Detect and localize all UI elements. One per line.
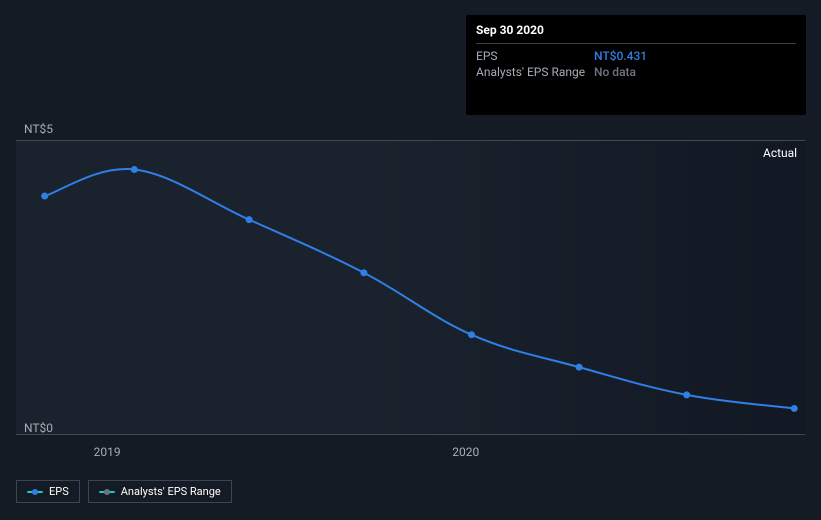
tooltip-row: Analysts' EPS RangeNo data <box>476 64 796 80</box>
tooltip-date: Sep 30 2020 <box>476 23 796 41</box>
legend-swatch <box>27 488 43 496</box>
y-tick-label: NT$5 <box>24 122 53 136</box>
series-point <box>683 391 690 398</box>
tooltip-row-label: Analysts' EPS Range <box>476 65 594 79</box>
tooltip-row-label: EPS <box>476 49 594 63</box>
chart-tooltip: Sep 30 2020 EPSNT$0.431Analysts' EPS Ran… <box>466 15 806 115</box>
series-point <box>246 216 253 223</box>
series-point <box>131 166 138 173</box>
x-tick-label: 2020 <box>452 445 479 459</box>
legend-swatch <box>99 488 115 496</box>
series-point <box>791 405 798 412</box>
y-tick-label: NT$0 <box>24 421 53 435</box>
series-point <box>360 269 367 276</box>
tooltip-divider <box>476 43 796 44</box>
series-point <box>41 193 48 200</box>
legend-label: EPS <box>49 485 69 498</box>
legend-label: Analysts' EPS Range <box>121 485 221 498</box>
tooltip-row: EPSNT$0.431 <box>476 48 796 64</box>
eps-line-chart <box>16 140 805 435</box>
tooltip-row-value: No data <box>594 65 636 79</box>
chart-legend: EPS Analysts' EPS Range <box>16 480 232 503</box>
legend-item-analysts-range[interactable]: Analysts' EPS Range <box>88 480 232 503</box>
chart-svg <box>16 140 805 435</box>
panel-label-actual: Actual <box>763 146 797 160</box>
legend-item-eps[interactable]: EPS <box>16 480 80 503</box>
series-point <box>576 364 583 371</box>
tooltip-row-value: NT$0.431 <box>594 49 647 63</box>
series-point <box>468 331 475 338</box>
x-tick-label: 2019 <box>94 445 121 459</box>
